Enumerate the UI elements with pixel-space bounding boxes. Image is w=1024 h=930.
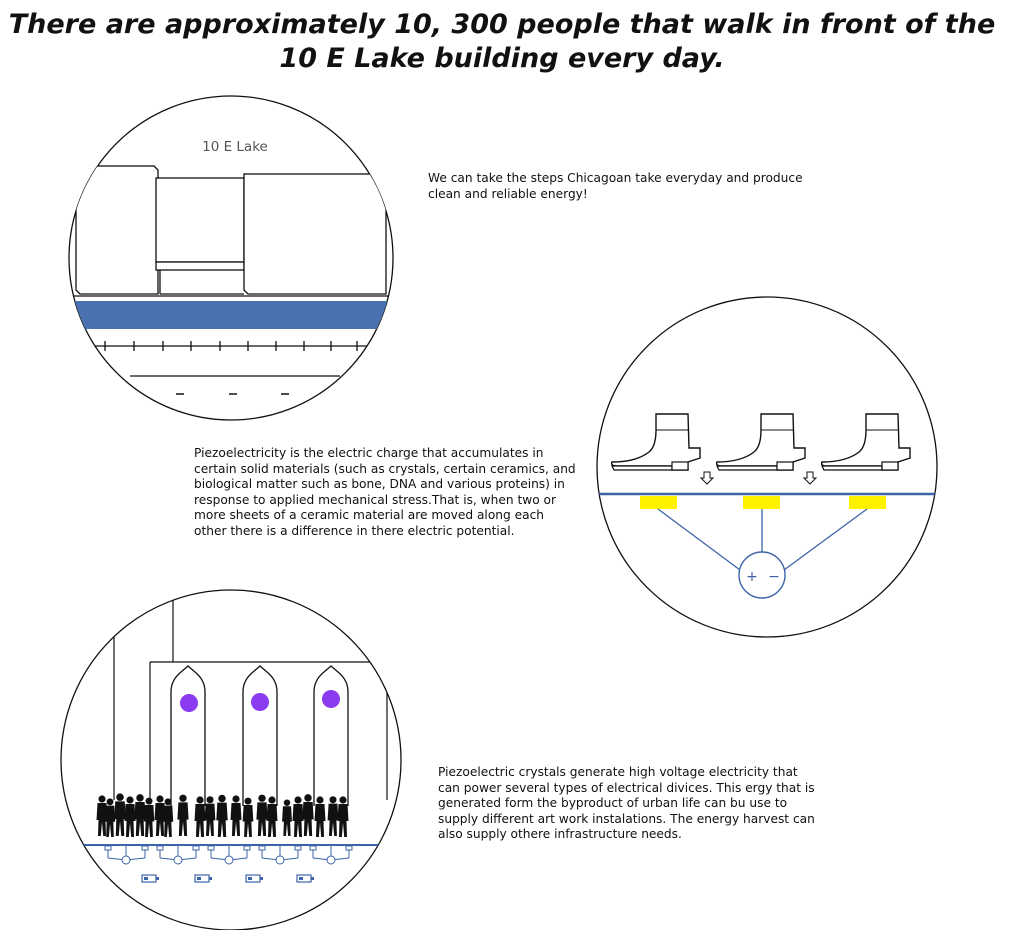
crowd-energy-figure [60,589,402,930]
building-left-block [75,165,159,295]
building-right-block [243,173,387,295]
sidewalk-strip [69,301,393,329]
piezo-plate-3 [849,496,886,509]
building-middle-block [155,177,245,295]
building-label: 10 E Lake [202,139,268,155]
battery-2 [194,874,213,883]
piezo-definition-paragraph: Piezoelectricity is the electric charge … [194,446,576,538]
generator-circle [738,551,786,599]
crystals-paragraph: Piezoelectric crystals generate high vol… [438,765,815,842]
street-ticks [104,341,358,351]
light-3 [322,690,340,708]
battery-3 [245,874,264,883]
circuit-wires [657,508,868,571]
building-figure: 10 E Lake [68,95,394,421]
light-2 [251,693,269,711]
background-structure [113,590,388,800]
light-1 [180,694,198,712]
minus-symbol: − [768,569,780,585]
plus-symbol: + [746,569,758,585]
piezo-plate-2 [743,496,780,509]
piezo-plate-1 [640,496,677,509]
collector-circles [121,855,336,865]
steps-paragraph: We can take the steps Chicagoan take eve… [428,171,803,201]
battery-1 [141,874,160,883]
piezo-circuit-figure: + − [596,296,938,638]
headline: There are approximately 10, 300 people t… [8,9,996,74]
battery-4 [296,874,315,883]
arches [170,665,349,806]
